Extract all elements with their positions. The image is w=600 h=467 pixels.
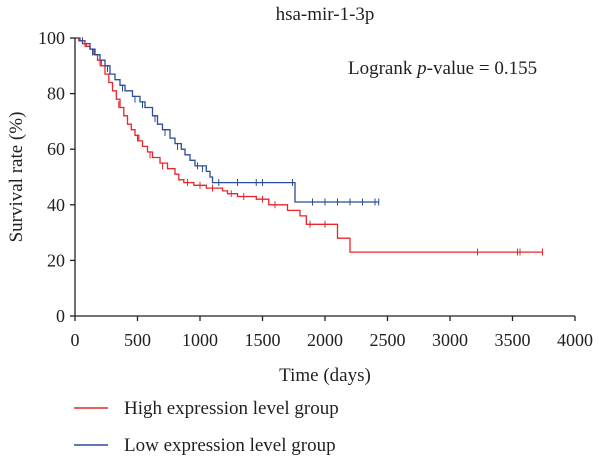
x-tick-label: 3500 [495,330,531,350]
y-tick-label: 60 [47,139,65,159]
survival-line-low [75,37,379,203]
censor-marks [82,37,543,256]
x-tick-label: 2500 [370,330,406,350]
x-tick-label: 500 [124,330,151,350]
x-tick-label: 1000 [182,330,218,350]
logrank-p: p [415,58,427,79]
logrank-annotation: Logrank p-value = 0.155 [348,58,537,79]
legend-label-low: Low expression level group [124,435,336,456]
legend: High expression level group Low expressio… [74,398,339,456]
y-tick-label: 80 [47,84,65,104]
x-tick-label: 1500 [245,330,281,350]
y-axis-ticks: 0 20 40 60 80 100 [38,28,75,326]
logrank-prefix: Logrank [348,58,417,79]
x-axis-label: Time (days) [279,365,371,386]
x-tick-label: 3000 [432,330,468,350]
logrank-suffix: -value = 0.155 [427,58,537,79]
y-tick-label: 20 [47,250,65,270]
x-tick-label: 4000 [557,330,593,350]
y-tick-label: 0 [56,306,65,326]
y-axis-label: Survival rate (%) [6,112,27,243]
y-tick-label: 40 [47,195,65,215]
legend-label-high: High expression level group [124,398,339,419]
x-axis-ticks: 0 500 1000 1500 2000 2500 3000 3500 4000 [71,316,593,350]
x-tick-label: 0 [71,330,80,350]
chart-title: hsa-mir-1-3p [276,4,375,25]
x-tick-label: 2000 [307,330,343,350]
y-tick-label: 100 [38,28,65,48]
